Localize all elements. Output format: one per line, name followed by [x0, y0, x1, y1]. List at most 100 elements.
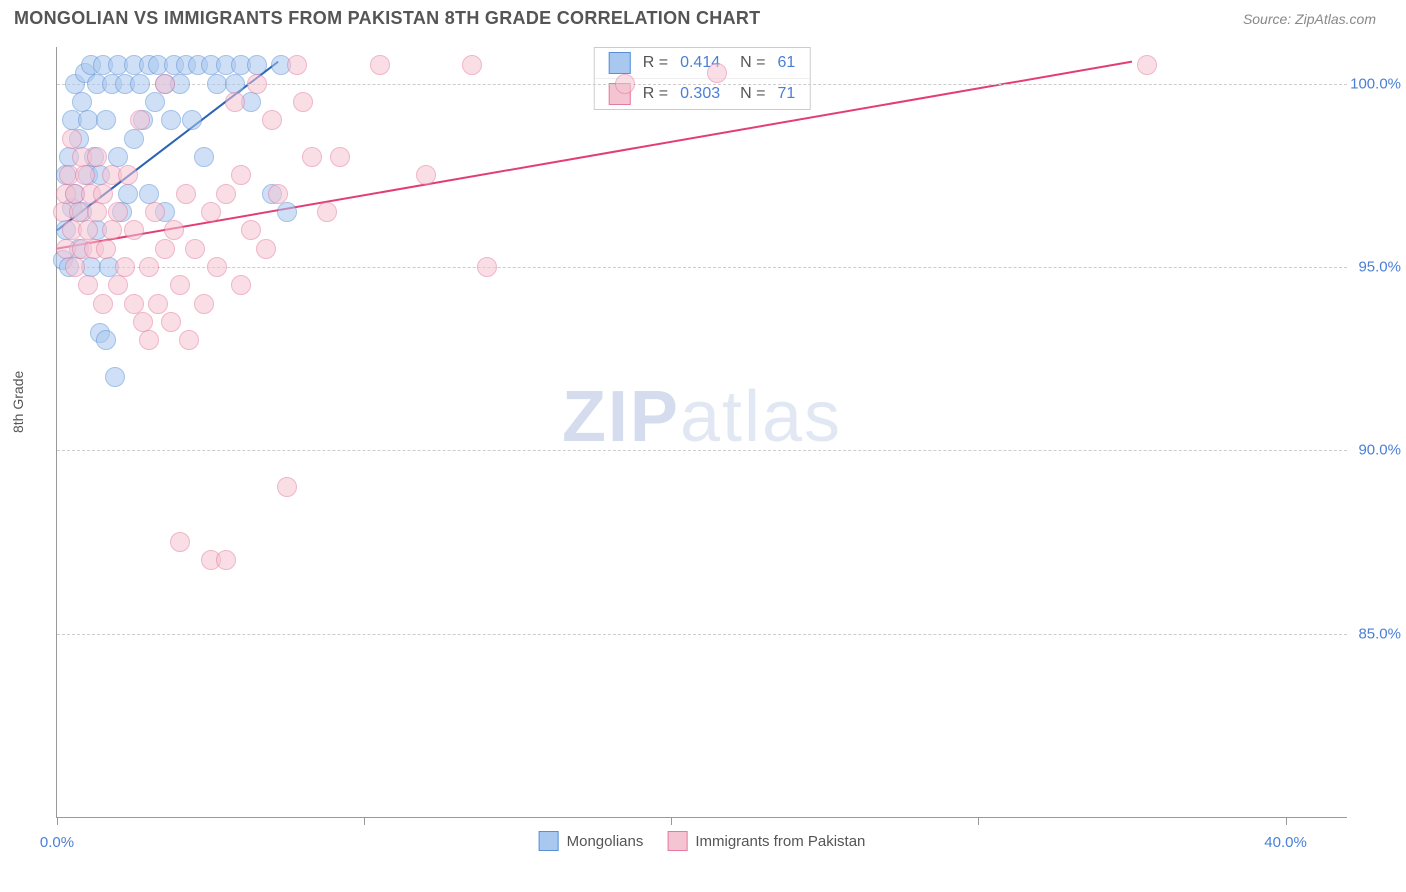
data-point: [161, 312, 181, 332]
y-tick-label: 100.0%: [1350, 75, 1401, 92]
data-point: [287, 55, 307, 75]
gridline: [57, 267, 1347, 268]
data-point: [1137, 55, 1157, 75]
data-point: [139, 184, 159, 204]
legend-swatch: [539, 831, 559, 851]
chart-source: Source: ZipAtlas.com: [1243, 11, 1376, 27]
legend-item: Immigrants from Pakistan: [667, 831, 865, 851]
data-point: [133, 312, 153, 332]
data-point: [78, 275, 98, 295]
data-point: [231, 275, 251, 295]
legend-item: Mongolians: [539, 831, 644, 851]
data-point: [130, 110, 150, 130]
data-point: [225, 74, 245, 94]
data-point: [615, 74, 635, 94]
data-point: [148, 294, 168, 314]
data-point: [207, 74, 227, 94]
data-point: [247, 55, 267, 75]
data-point: [262, 110, 282, 130]
legend-label: Immigrants from Pakistan: [695, 833, 865, 850]
x-tick-label: 40.0%: [1264, 834, 1307, 851]
data-point: [69, 202, 89, 222]
legend-label: Mongolians: [567, 833, 644, 850]
data-point: [185, 239, 205, 259]
data-point: [108, 275, 128, 295]
data-point: [170, 275, 190, 295]
data-point: [118, 184, 138, 204]
data-point: [256, 239, 276, 259]
data-point: [216, 184, 236, 204]
data-point: [65, 257, 85, 277]
y-axis-label: 8th Grade: [10, 371, 26, 433]
x-tick: [1286, 817, 1287, 825]
series-legend: Mongolians Immigrants from Pakistan: [539, 831, 866, 851]
data-point: [155, 239, 175, 259]
r-value: 0.303: [680, 85, 720, 103]
data-point: [124, 294, 144, 314]
data-point: [87, 202, 107, 222]
r-label: R =: [643, 85, 668, 103]
data-point: [241, 220, 261, 240]
data-point: [124, 129, 144, 149]
data-point: [317, 202, 337, 222]
data-point: [416, 165, 436, 185]
data-point: [194, 294, 214, 314]
data-point: [62, 129, 82, 149]
data-point: [105, 367, 125, 387]
data-point: [96, 239, 116, 259]
chart-title: MONGOLIAN VS IMMIGRANTS FROM PAKISTAN 8T…: [14, 8, 760, 29]
data-point: [231, 165, 251, 185]
y-tick-label: 90.0%: [1358, 442, 1401, 459]
data-point: [370, 55, 390, 75]
data-point: [87, 147, 107, 167]
y-tick-label: 85.0%: [1358, 625, 1401, 642]
data-point: [462, 55, 482, 75]
data-point: [145, 202, 165, 222]
x-tick: [364, 817, 365, 825]
plot-area: ZIPatlas R =0.414N =61R =0.303N =71 Mong…: [56, 47, 1347, 818]
data-point: [161, 110, 181, 130]
data-point: [96, 330, 116, 350]
data-point: [477, 257, 497, 277]
data-point: [93, 184, 113, 204]
data-point: [124, 220, 144, 240]
r-label: R =: [643, 54, 668, 72]
data-point: [102, 220, 122, 240]
data-point: [179, 330, 199, 350]
data-point: [164, 220, 184, 240]
data-point: [225, 92, 245, 112]
data-point: [176, 184, 196, 204]
data-point: [201, 202, 221, 222]
data-point: [130, 74, 150, 94]
n-label: N =: [740, 54, 765, 72]
trend-lines: [57, 47, 1347, 817]
legend-swatch: [609, 52, 631, 74]
n-value: 71: [777, 85, 795, 103]
data-point: [194, 147, 214, 167]
data-point: [170, 532, 190, 552]
data-point: [93, 294, 113, 314]
gridline: [57, 450, 1347, 451]
data-point: [707, 63, 727, 83]
data-point: [182, 110, 202, 130]
x-tick: [671, 817, 672, 825]
data-point: [216, 550, 236, 570]
gridline: [57, 634, 1347, 635]
data-point: [72, 92, 92, 112]
data-point: [108, 202, 128, 222]
data-point: [75, 165, 95, 185]
data-point: [78, 220, 98, 240]
data-point: [247, 74, 267, 94]
data-point: [155, 74, 175, 94]
data-point: [330, 147, 350, 167]
data-point: [139, 330, 159, 350]
data-point: [115, 257, 135, 277]
data-point: [293, 92, 313, 112]
y-tick-label: 95.0%: [1358, 259, 1401, 276]
data-point: [277, 202, 297, 222]
x-tick: [57, 817, 58, 825]
n-label: N =: [740, 85, 765, 103]
x-tick: [978, 817, 979, 825]
data-point: [108, 147, 128, 167]
data-point: [277, 477, 297, 497]
